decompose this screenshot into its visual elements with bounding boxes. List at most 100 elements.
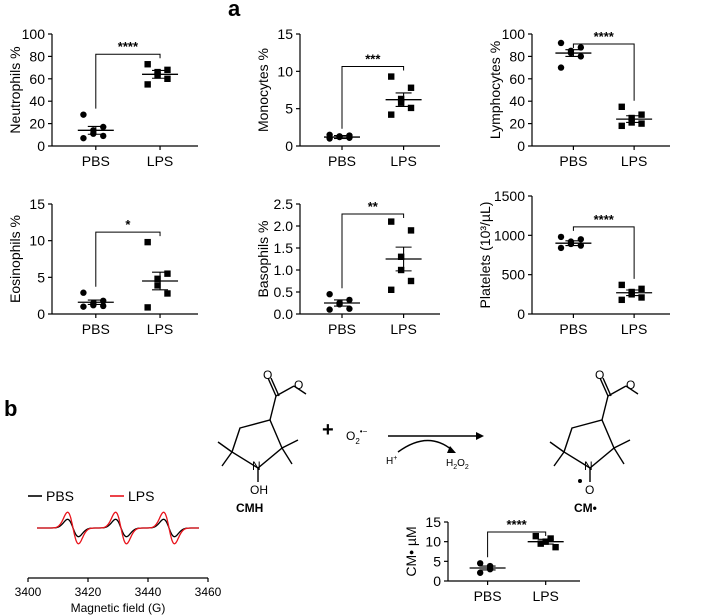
x-tick-label: PBS: [328, 153, 356, 169]
y-tick-label: 2.0: [274, 218, 294, 234]
y-axis-label: Monocytes %: [255, 48, 271, 132]
data-point-pbs: [80, 111, 87, 118]
y-tick-label: 1000: [494, 227, 525, 243]
panel-label-a: a: [228, 0, 241, 21]
significance-bracket: [341, 66, 405, 129]
data-point-pbs: [100, 132, 107, 140]
y-axis-label: Lymphocytes %: [487, 41, 503, 139]
chart-lymphocytes: 0 20 40 60 80 100 PBS LPS Lymphocytes % ****: [487, 26, 670, 169]
y-tick-label: 15: [425, 514, 441, 530]
data-point-lps: [407, 277, 415, 285]
data-point-lps: [144, 61, 151, 68]
superoxide-label: O2•−: [346, 427, 368, 446]
x-tick-label: 3400: [15, 585, 42, 599]
data-point-pbs: [80, 303, 87, 310]
significance-bracket: [487, 531, 547, 558]
x-tick-label: PBS: [82, 153, 110, 169]
x-tick-label: 3420: [75, 585, 102, 599]
data-point-lps: [388, 111, 395, 118]
cmh-ester-oxygen-label: O: [294, 378, 303, 392]
y-tick-label: 40: [29, 93, 45, 109]
x-tick-label: LPS: [147, 321, 173, 337]
y-tick-label: 1.5: [274, 240, 294, 256]
cmh-compound-label: CMH: [236, 501, 263, 515]
y-tick-label: 60: [509, 71, 525, 87]
data-point-pbs: [346, 305, 353, 312]
y-tick-label: 0.5: [274, 284, 294, 300]
data-point-lps: [154, 282, 161, 289]
significance-bracket: [572, 43, 635, 101]
x-tick-label: LPS: [147, 153, 173, 169]
y-tick-label: 80: [509, 48, 525, 64]
data-point-pbs: [100, 123, 107, 131]
y-tick-label: 20: [509, 116, 525, 132]
cm-compound-label: CM•: [574, 501, 597, 515]
cmh-structure: [217, 377, 307, 482]
legend-label-lps: LPS: [128, 488, 154, 504]
cmh-oh-label: OH: [250, 483, 268, 497]
y-tick-label: 0: [433, 573, 441, 589]
reaction-text: O O N OH CMH + O2•− H+ H2O2 O O N O CM•: [236, 368, 635, 515]
chart-eosinophils: 0 5 10 15 PBS LPS Eosinophils % *: [7, 196, 198, 337]
y-tick-label: 5: [433, 553, 441, 569]
y-tick-label: 5: [37, 269, 45, 285]
data-point-lps: [164, 66, 171, 74]
data-point-lps: [154, 275, 161, 282]
data-point-lps: [144, 81, 151, 88]
y-axis-label: Eosinophils %: [7, 215, 23, 303]
data-point-lps: [144, 304, 151, 311]
data-point-pbs: [90, 130, 97, 137]
data-point-lps: [397, 99, 405, 106]
x-tick-label: PBS: [559, 153, 587, 169]
data-point-pbs: [80, 289, 87, 296]
data-point-lps: [628, 291, 635, 298]
y-tick-label: 5: [285, 101, 293, 117]
legend-label-pbs: PBS: [46, 488, 74, 504]
significance-bracket: [95, 53, 161, 109]
data-point-pbs: [90, 302, 97, 309]
x-tick-label: LPS: [532, 588, 558, 604]
data-point-lps: [638, 120, 645, 127]
significance-bracket: [572, 226, 635, 279]
y-tick-label: 0: [285, 138, 293, 154]
data-point-pbs: [100, 302, 107, 310]
hydrogen-peroxide-label: H2O2: [446, 458, 469, 471]
significance-label: ****: [507, 517, 528, 532]
data-point-lps: [154, 68, 161, 76]
data-point-lps: [618, 281, 625, 289]
y-tick-label: 40: [509, 93, 525, 109]
data-point-lps: [407, 104, 415, 112]
data-point-lps: [397, 253, 405, 260]
significance-bracket: [95, 231, 161, 287]
data-point-pbs: [557, 64, 565, 71]
data-point-lps: [407, 84, 415, 91]
y-tick-label: 10: [277, 63, 293, 79]
data-point-pbs: [476, 560, 484, 567]
y-tick-label: 0: [37, 138, 45, 154]
cm-oxygen-radical-label: O: [585, 483, 594, 497]
plus-sign: +: [322, 419, 334, 441]
data-point-pbs: [346, 134, 353, 141]
x-tick-label: PBS: [328, 321, 356, 337]
chart-basophils: 0.0 0.5 1.0 1.5 2.0 2.5 PBS LPS Basophils % **: [255, 196, 440, 337]
significance-label: ****: [594, 29, 615, 44]
data-point-pbs: [80, 134, 87, 142]
cm-ring-oxygen-label: O: [595, 368, 604, 382]
x-tick-label: 3440: [135, 585, 162, 599]
spectrum-line-pbs: [37, 518, 199, 538]
data-point-lps: [388, 73, 395, 80]
y-tick-label: 100: [22, 26, 46, 42]
cm-radical-structure: [549, 377, 639, 482]
data-point-pbs: [557, 39, 565, 47]
cm-radical-dot: [578, 479, 582, 483]
data-point-pbs: [326, 291, 333, 298]
significance-label: **: [368, 199, 379, 214]
y-tick-label: 0: [517, 306, 525, 322]
panel-label-b: b: [4, 396, 17, 421]
data-point-lps: [628, 114, 635, 122]
y-axis-label: Basophils %: [255, 220, 271, 297]
y-tick-label: 1500: [494, 188, 525, 204]
data-point-lps: [397, 95, 405, 103]
chart-cm-radical: 0 5 10 15 PBS LPS CM• µM ****: [403, 514, 580, 604]
